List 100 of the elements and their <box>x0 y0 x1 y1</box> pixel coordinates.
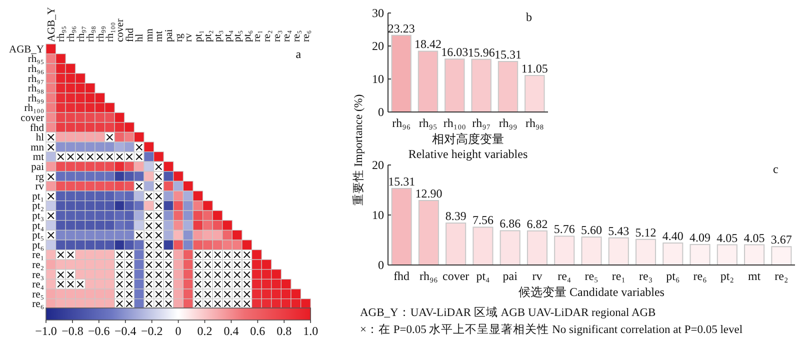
data-label: 5.60 <box>581 223 602 237</box>
x-tick-label: re₆ <box>693 269 707 283</box>
y-tick-label: AGB_Y <box>8 44 44 56</box>
text: × <box>124 277 134 292</box>
x-tick-label: rh₉₉ <box>498 116 518 130</box>
data-label: 6.82 <box>526 216 548 231</box>
text: × <box>124 296 134 311</box>
y-tick-label: 20 <box>372 158 384 172</box>
color-bar-label: −1.0 <box>35 324 57 338</box>
text: × <box>202 296 213 311</box>
text: × <box>144 218 154 232</box>
bar <box>526 230 548 266</box>
data-label: 4.05 <box>744 230 765 245</box>
text: × <box>202 277 213 292</box>
text: × <box>124 286 134 301</box>
text: × <box>75 150 86 164</box>
text: × <box>242 296 252 311</box>
x-tick-label: mt <box>748 269 762 283</box>
text: × <box>154 179 164 194</box>
text: × <box>212 258 223 272</box>
text: × <box>65 267 76 282</box>
text: × <box>192 286 203 301</box>
text: × <box>94 150 105 164</box>
bar <box>391 34 412 112</box>
text: × <box>222 258 232 272</box>
data-label: 23.23 <box>388 21 415 36</box>
text: × <box>75 277 86 292</box>
text: × <box>144 248 154 262</box>
x-tick-label: rv <box>532 269 542 283</box>
text: × <box>65 277 76 292</box>
text: × <box>232 248 242 262</box>
text: × <box>154 277 164 292</box>
bar <box>662 242 684 266</box>
y-tick-label: hl <box>36 132 44 144</box>
bar <box>418 200 439 266</box>
text: × <box>192 296 203 311</box>
text: × <box>232 286 242 301</box>
x-tick-label: cover <box>115 18 126 42</box>
y-tick-label: 0 <box>378 105 384 119</box>
x-tick-label: re₄ <box>282 30 293 42</box>
bar <box>498 60 518 112</box>
y-tick-label: pt₁ <box>32 191 44 202</box>
y-tick-label: re₅ <box>32 289 44 300</box>
text: × <box>242 286 252 301</box>
bar <box>636 238 656 266</box>
color-bar-label: 1.0 <box>303 324 318 338</box>
chart-title: a <box>296 47 302 61</box>
x-tick-label: rh₉₅ <box>418 116 438 130</box>
x-axis-title: 候选变量 Candidate variables <box>518 285 665 299</box>
text: × <box>154 267 164 282</box>
text: × <box>56 150 66 164</box>
color-bar-label: −0.4 <box>114 324 136 338</box>
text: × <box>144 188 154 203</box>
text: × <box>242 267 252 282</box>
data-label: 6.86 <box>500 216 521 231</box>
text: × <box>242 258 252 272</box>
y-tick-label: pt₆ <box>32 240 44 252</box>
text: × <box>222 248 232 262</box>
bar <box>446 222 466 266</box>
x-tick-label: re₆ <box>301 30 312 42</box>
text: × <box>212 286 223 301</box>
data-label: 5.43 <box>608 224 630 238</box>
text: × <box>144 277 154 292</box>
x-tick-label: pt₆ <box>242 30 254 42</box>
x-tick-label: rh₁₀₀ <box>443 116 466 130</box>
text: × <box>56 248 66 262</box>
text: × <box>65 248 76 262</box>
x-tick-label: rv <box>184 32 195 42</box>
color-bar-label: 0.8 <box>276 324 292 338</box>
text: × <box>192 258 203 272</box>
data-label: 15.31 <box>494 47 522 62</box>
bar <box>716 244 738 266</box>
text: × <box>154 169 164 184</box>
data-label: 16.03 <box>441 45 468 60</box>
x-tick-label: pt₂ <box>203 30 214 42</box>
text: × <box>163 258 174 272</box>
bar <box>690 244 710 266</box>
x-tick-label: re₂ <box>774 269 788 283</box>
text: × <box>212 277 223 292</box>
data-label: 18.42 <box>414 37 442 52</box>
data-label: 4.05 <box>716 230 738 245</box>
x-tick-label: rg <box>174 32 185 42</box>
x-tick-label: pt₅ <box>232 30 244 42</box>
text: × <box>154 198 164 213</box>
y-tick-label: rh₉₇ <box>28 74 44 85</box>
text: × <box>144 296 154 311</box>
text: × <box>144 267 154 282</box>
text: × <box>46 228 56 242</box>
text: × <box>134 150 144 164</box>
data-label: 15.31 <box>388 174 416 188</box>
color-bar-label: 0.6 <box>250 324 266 338</box>
text: × <box>114 286 125 301</box>
y-tick-label: rh₉₅ <box>28 54 44 66</box>
x-tick-label: fhd <box>394 269 410 283</box>
text: × <box>232 258 242 272</box>
x-tick-label: pai <box>502 269 518 283</box>
y-tick-label: pt₅ <box>32 230 44 242</box>
text: × <box>212 296 223 311</box>
x-tick-label: cover <box>442 269 470 283</box>
text: × <box>56 267 66 282</box>
